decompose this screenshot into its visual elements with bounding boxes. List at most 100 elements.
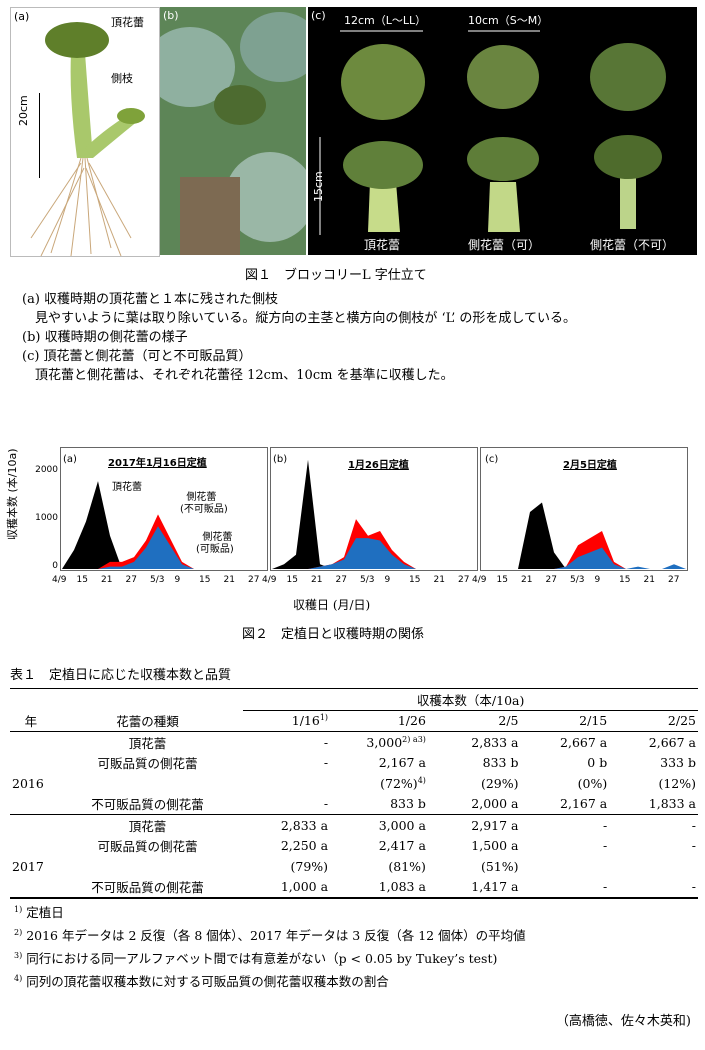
table-row: 不可販品質の側花蕾 1,000 a 1,083 a 1,417 a - - [10,877,698,898]
legend-side-ng: 側花蕾 (不可販品) [180,480,228,516]
x-tick-label: 27 [125,575,137,585]
table1-col-date: 1/26 [330,709,428,732]
table1-col-date: 2/15 [520,709,610,732]
x-tick-label: 9 [174,575,181,585]
cell: 1,000 a [280,879,329,895]
fig1-c-size-small: 10cm（S〜M） [468,14,549,27]
cell: - [603,838,608,854]
cell: 2,667 a [648,734,696,750]
table-row: 頂花蕾 2,833 a 3,000 a 2,917 a - - [10,815,698,836]
cell [609,856,698,877]
x-tick-label: 15 [496,575,508,585]
x-tick-label: 21 [223,575,235,585]
cell: 頂花蕾 [128,735,167,751]
cell: - [691,817,696,833]
x-tick-label: 15 [286,575,298,585]
cell: 1,417 a [471,879,519,895]
footnote: 2) 2016 年データは 2 反復（各 8 個体）、2017 年データは 3 … [14,923,526,946]
date-note: 1) [319,713,329,723]
panel-a-title: 2017年1月16日定植 [108,458,207,469]
cell: - [603,879,608,895]
cell: 2,167 a [560,796,608,812]
table-row: 2016 (72%)4) (29%) (0%) (12%) [10,773,698,794]
fig2-panel-b-label: (b) [273,454,288,465]
x-tick-label: 21 [311,575,323,585]
fig1-caption-line: (b) 収穫時期の側花蕾の様子 [22,330,188,345]
cell: 2,917 a [471,817,519,833]
y-tick-label: 0 [52,561,58,571]
x-tick-label: 15 [76,575,88,585]
footnote-mark: 4) [14,974,23,984]
broccoli-plant-illustration [30,22,145,256]
fig2-x-ticks: 4/9 15 21 27 5/3 9 15 21 27 4/9 15 21 27 5/3 9 15 21 27 4/… [52,575,688,587]
panel-c-title: 2月5日定植 [563,460,617,471]
fig1-c-label-top: 頂花蕾 [364,238,401,252]
x-tick-label: 21 [101,575,113,585]
x-tick-label: 27 [668,575,680,585]
footnote-mark: 1) [14,905,23,914]
cell: 2,833 a [280,817,329,833]
cell [243,773,330,794]
x-tick-label: 27 [458,575,470,585]
cell: (79%) [290,858,329,874]
fig2-y-ticks: 2000 1000 0 [24,447,58,571]
legend-side-ok: 側花蕾 (可販品) [196,520,234,556]
fig1-panel-b: (b) [160,7,306,255]
fig1-c-label-side-ng: 側花蕾（不可） [590,238,675,252]
cell: (72%)4) [330,773,428,794]
fig1-a-top-bud-label: 頂花蕾 [111,16,144,29]
fig2-panel-b-title: 1月26日定植 [348,456,409,471]
series-area-top-bud [62,481,266,569]
x-tick-label: 15 [199,575,211,585]
x-tick-label: 9 [384,575,391,585]
cell: - [603,817,608,833]
fig1-panel-c: (c) 12cm（L〜LL） 10cm（S〜M） 15cm 頂花蕾 側花蕾（可）… [308,7,697,255]
table1-col-date: 2/25 [609,709,698,732]
cell: 3,0002) a3) [330,732,428,753]
table1-col-type: 花蕾の種類 [116,714,179,729]
x-tick-label: 4/9 [472,575,487,585]
table1-col-date: 1/161) [243,709,331,732]
cell: - [691,838,696,854]
cell [521,856,610,877]
x-tick-label: 15 [409,575,421,585]
cell: 不可販品質の側花蕾 [91,797,204,813]
cell: - [323,734,329,750]
x-tick-label: 9 [594,575,601,585]
table-row: 可販品質の側花蕾 - 2,167 a 833 b 0 b 333 b [10,753,698,774]
broccoli-field-illustration [160,7,306,255]
x-tick-label: 5/3 [150,575,165,585]
x-tick-label: 21 [643,575,655,585]
fig1-caption-title: 図１ ブロッコリーL 字仕立て [245,268,427,283]
broccoli-heads-illustration [319,30,666,235]
date-label: 1/16 [291,713,320,729]
cell: 2,667 a [560,734,608,750]
fig1-a-label: (a) [14,10,30,23]
fig2-ylabel: 収穫本数 (本/10a) [4,440,20,540]
cell: 2,417 a [378,838,426,854]
x-tick-label: 21 [433,575,445,585]
y-tick-label: 2000 [35,465,58,475]
footnote: 3) 同行における同一アルファベット間では有意差がない（p < 0.05 by … [14,946,526,969]
fig2-caption: 図２ 定植日と収穫時期の関係 [242,627,425,642]
x-tick-label: 21 [521,575,533,585]
cell: (29%) [480,775,519,791]
table1: 収穫本数（本/10a) 年 花蕾の種類 1/161) 1/26 2/5 2/15… [10,688,698,899]
table1-header-group: 収穫本数（本/10a) [416,692,525,708]
x-tick-label: 4/9 [262,575,277,585]
chart-panel-frame [270,447,478,571]
cell: - [323,796,329,812]
chart-panel-frame [60,447,268,571]
series-area-side-sellable [62,526,266,569]
x-tick-label: 5/3 [360,575,375,585]
footnote-text: 同列の頂花蕾収穫本数に対する可販品質の側花蕾収穫本数の割合 [26,974,389,990]
table-row: 可販品質の側花蕾 2,250 a 2,417 a 1,500 a - - [10,836,698,857]
cell: - [323,755,329,771]
chart-panel-frame [480,447,688,571]
cell: 可販品質の側花蕾 [97,839,198,855]
cell: - [691,879,696,895]
table1-col-year: 年 [24,714,38,729]
authors: （高橋徳、佐々木英和) [555,1014,691,1029]
cell: 3,000 a [378,817,426,833]
cell: 不可販品質の側花蕾 [91,880,204,896]
